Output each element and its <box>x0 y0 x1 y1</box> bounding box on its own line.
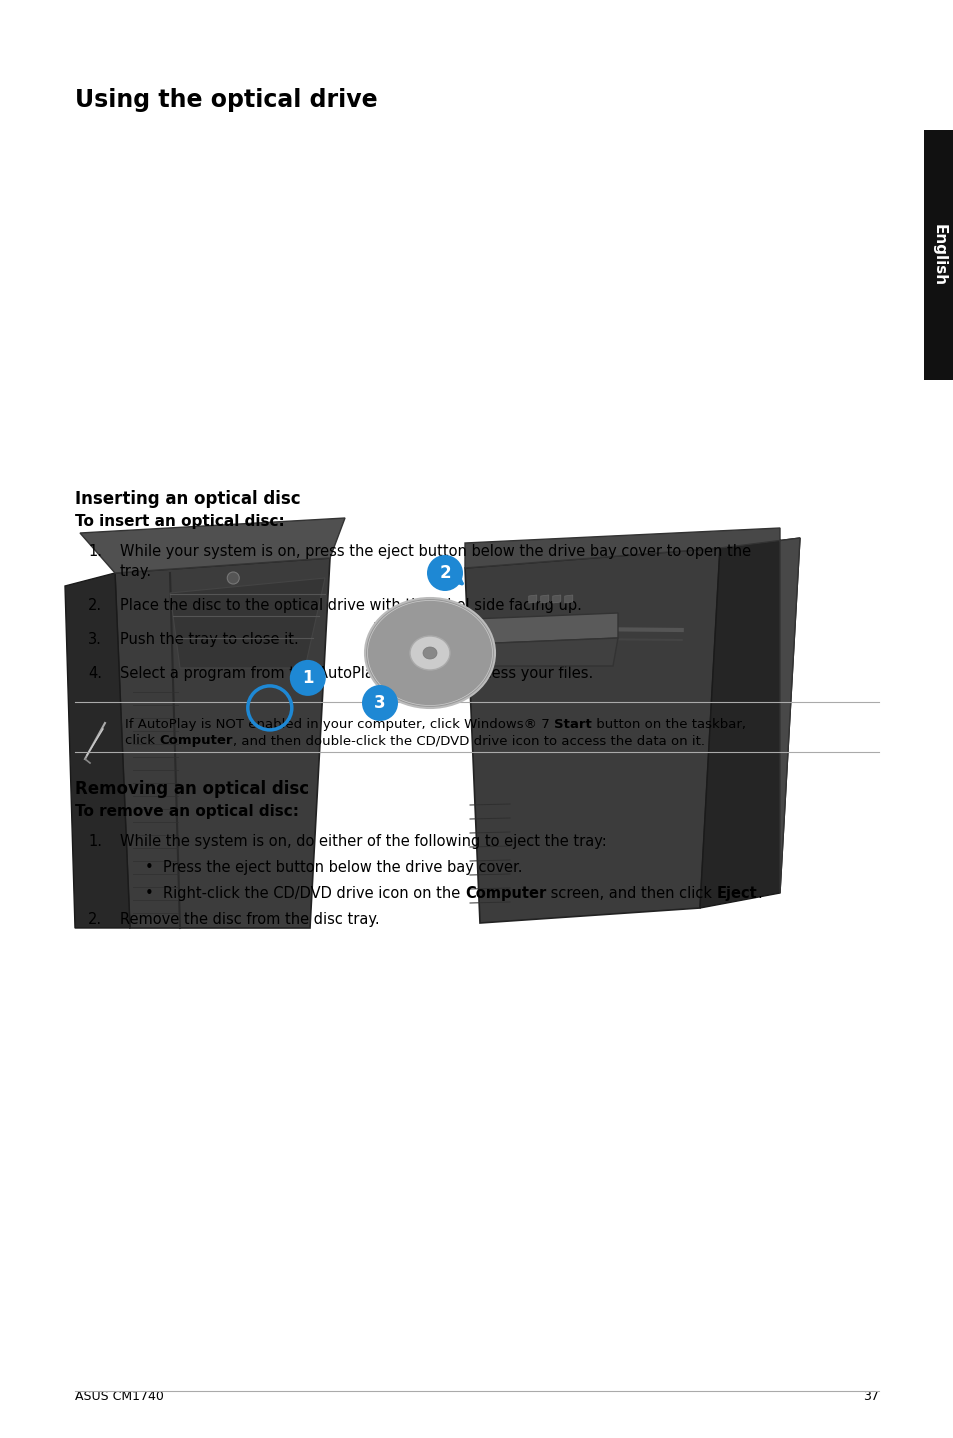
Text: Push the tray to close it.: Push the tray to close it. <box>120 631 298 647</box>
Text: 1.: 1. <box>88 834 102 848</box>
Circle shape <box>361 684 397 720</box>
Text: Right-click the CD/DVD drive icon on the: Right-click the CD/DVD drive icon on the <box>163 886 464 902</box>
Ellipse shape <box>422 647 436 659</box>
Polygon shape <box>80 518 345 572</box>
Text: 3: 3 <box>374 695 385 712</box>
Text: Remove the disc from the disc tray.: Remove the disc from the disc tray. <box>120 912 379 928</box>
Text: click: click <box>125 733 159 746</box>
Circle shape <box>227 572 239 584</box>
Text: While your system is on, press the eject button below the drive bay cover to ope: While your system is on, press the eject… <box>120 544 750 580</box>
Text: Press the eject button below the drive bay cover.: Press the eject button below the drive b… <box>163 860 522 874</box>
Text: English: English <box>930 224 945 286</box>
Ellipse shape <box>410 636 450 670</box>
Polygon shape <box>540 595 548 603</box>
Text: •: • <box>145 886 153 902</box>
FancyBboxPatch shape <box>923 129 953 380</box>
Polygon shape <box>65 572 130 928</box>
Text: If AutoPlay is NOT enabled in your computer, click Windows® 7: If AutoPlay is NOT enabled in your compu… <box>125 718 554 731</box>
Text: Eject: Eject <box>716 886 757 902</box>
Text: To remove an optical disc:: To remove an optical disc: <box>75 804 298 820</box>
Polygon shape <box>552 595 560 603</box>
Polygon shape <box>170 578 325 669</box>
Text: 3.: 3. <box>88 631 102 647</box>
Polygon shape <box>375 613 618 649</box>
Text: , and then double-click the CD/DVD drive icon to access the data on it.: , and then double-click the CD/DVD drive… <box>233 733 704 746</box>
Circle shape <box>290 660 326 696</box>
Text: Place the disc to the optical drive with the label side facing up.: Place the disc to the optical drive with… <box>120 598 581 613</box>
Text: button on the taskbar,: button on the taskbar, <box>591 718 745 731</box>
Polygon shape <box>370 638 618 666</box>
Text: 2.: 2. <box>88 598 102 613</box>
Text: Inserting an optical disc: Inserting an optical disc <box>75 490 300 508</box>
Text: Removing an optical disc: Removing an optical disc <box>75 779 309 798</box>
Circle shape <box>427 555 462 591</box>
Polygon shape <box>464 548 720 923</box>
Text: Select a program from the AutoPlay window to access your files.: Select a program from the AutoPlay windo… <box>120 666 593 682</box>
Text: 1: 1 <box>302 669 314 687</box>
Text: 2: 2 <box>438 564 451 582</box>
Polygon shape <box>528 595 537 603</box>
Polygon shape <box>115 558 330 928</box>
Text: .: . <box>757 886 761 902</box>
Text: •: • <box>145 860 153 874</box>
Text: While the system is on, do either of the following to eject the tray:: While the system is on, do either of the… <box>120 834 606 848</box>
Text: Computer: Computer <box>159 733 233 746</box>
Polygon shape <box>564 595 572 603</box>
Text: To insert an optical disc:: To insert an optical disc: <box>75 513 284 529</box>
Text: Computer: Computer <box>464 886 545 902</box>
Text: 1.: 1. <box>88 544 102 559</box>
Text: 2.: 2. <box>88 912 102 928</box>
Ellipse shape <box>365 598 495 707</box>
Text: screen, and then click: screen, and then click <box>545 886 716 902</box>
Text: 37: 37 <box>862 1391 878 1403</box>
Text: 4.: 4. <box>88 666 102 682</box>
Text: Using the optical drive: Using the optical drive <box>75 88 377 112</box>
Polygon shape <box>464 528 800 893</box>
Text: Start: Start <box>554 718 591 731</box>
Polygon shape <box>700 538 800 907</box>
Text: ASUS CM1740: ASUS CM1740 <box>75 1391 164 1403</box>
